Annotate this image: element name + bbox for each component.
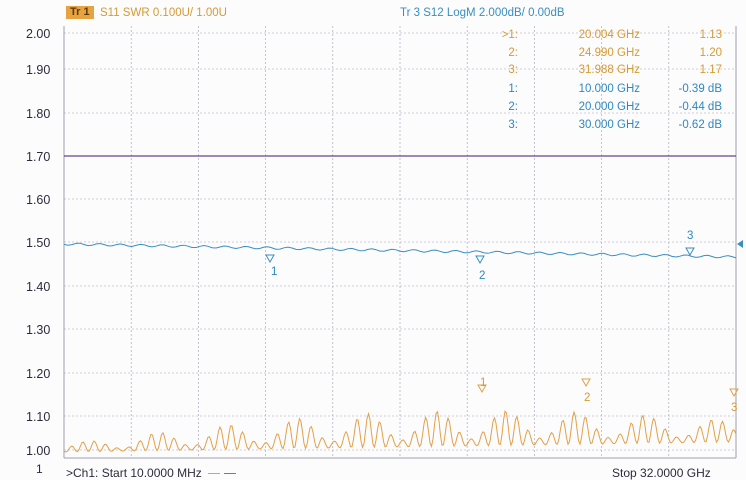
marker-frequency: 31.988 GHz bbox=[578, 64, 640, 76]
y-tick-label: 1.40 bbox=[26, 280, 51, 294]
marker-frequency: 20.000 GHz bbox=[578, 101, 640, 113]
y-tick-label: 1.50 bbox=[26, 236, 51, 250]
start-frequency-text: >Ch1: Start 10.0000 MHz bbox=[66, 466, 202, 480]
marker-symbols bbox=[265, 240, 743, 398]
y-tick-label: 1.30 bbox=[26, 323, 51, 337]
channel-number[interactable]: 1 bbox=[36, 462, 43, 476]
marker-label: 3 bbox=[731, 402, 738, 414]
marker-id: 2: bbox=[508, 47, 518, 59]
y-tick-label: 1.10 bbox=[26, 410, 51, 424]
marker-value: 1.20 bbox=[699, 47, 722, 59]
marker-label: 2 bbox=[584, 392, 591, 404]
marker-triangle bbox=[477, 384, 487, 394]
marker-id: 3: bbox=[508, 119, 518, 131]
trace-swr bbox=[63, 410, 737, 453]
marker-id: 1: bbox=[508, 83, 518, 95]
trace-logm bbox=[63, 242, 737, 259]
marker-id: >1: bbox=[501, 29, 518, 41]
marker-triangle bbox=[685, 247, 695, 257]
marker-frequency: 10.000 GHz bbox=[578, 83, 640, 95]
y-tick-label: 1.20 bbox=[26, 367, 51, 381]
marker-label: 2 bbox=[479, 270, 486, 282]
marker-label: 3 bbox=[687, 230, 694, 242]
marker-label: 1 bbox=[480, 377, 487, 389]
y-tick-label: 1.90 bbox=[26, 63, 51, 77]
grid bbox=[63, 26, 737, 459]
trace3-settings[interactable]: Tr 3 S12 LogM 2.000dB/ 0.00dB bbox=[400, 7, 565, 19]
marker-triangle bbox=[581, 378, 591, 388]
start-frequency[interactable]: >Ch1: Start 10.0000 MHz bbox=[66, 466, 236, 480]
trace1-badge[interactable]: Tr 1 bbox=[66, 6, 94, 19]
trace1-legend-line bbox=[207, 473, 220, 475]
marker-frequency: 24.990 GHz bbox=[578, 47, 640, 59]
marker-frequency: 30.000 GHz bbox=[578, 119, 640, 131]
traces bbox=[63, 242, 737, 453]
marker-label: 1 bbox=[271, 266, 278, 278]
trace3-legend-line bbox=[223, 473, 236, 475]
trace1-settings[interactable]: S11 SWR 0.100U/ 1.00U bbox=[100, 7, 227, 19]
marker-value: 1.17 bbox=[699, 64, 722, 76]
marker-id: 3: bbox=[508, 64, 518, 76]
marker-frequency: 20.004 GHz bbox=[578, 29, 640, 41]
marker-id: 2: bbox=[508, 101, 518, 113]
marker-triangle bbox=[475, 255, 485, 265]
marker-value: -0.39 dB bbox=[678, 83, 722, 95]
y-tick-label: 1.80 bbox=[26, 107, 51, 121]
reference-arrow-icon bbox=[737, 240, 743, 248]
marker-value: -0.44 dB bbox=[678, 101, 722, 113]
y-tick-label: 1.00 bbox=[26, 444, 51, 458]
marker-triangle bbox=[265, 254, 275, 264]
marker-value: 1.13 bbox=[699, 29, 722, 41]
stop-frequency[interactable]: Stop 32.0000 GHz bbox=[612, 466, 711, 480]
marker-triangle bbox=[729, 388, 739, 398]
y-tick-label: 1.70 bbox=[26, 150, 51, 164]
y-tick-label: 2.00 bbox=[26, 27, 51, 41]
marker-value: -0.62 dB bbox=[678, 119, 722, 131]
y-tick-label: 1.60 bbox=[26, 193, 51, 207]
